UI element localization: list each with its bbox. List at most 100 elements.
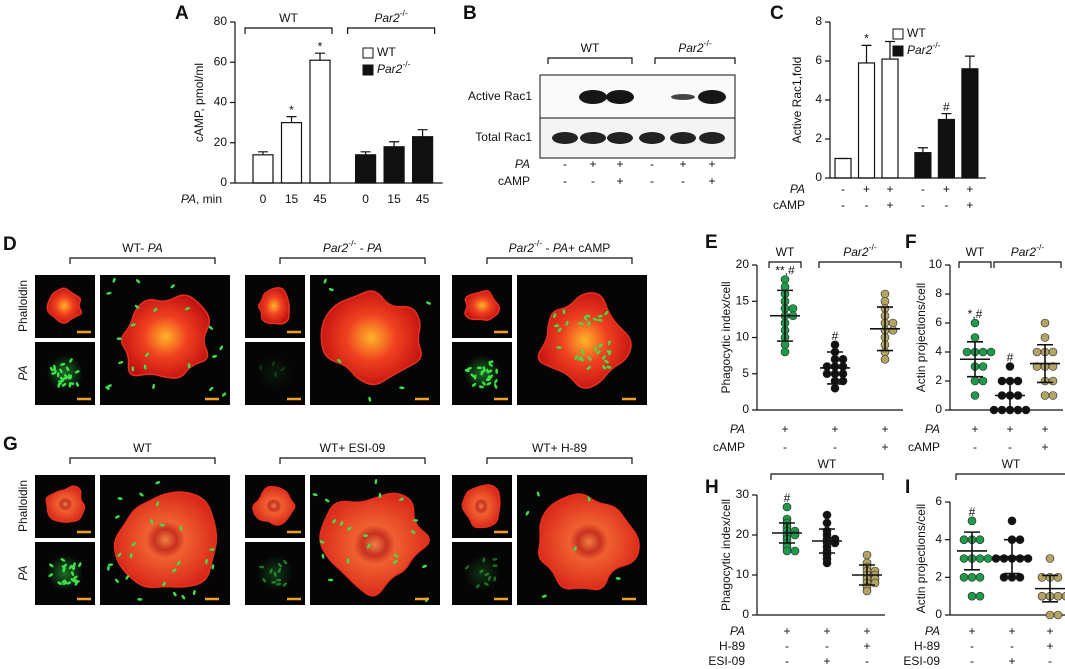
bacterium bbox=[62, 567, 66, 573]
data-point bbox=[986, 347, 996, 357]
text-part: Par2 bbox=[509, 241, 535, 255]
data-point bbox=[880, 296, 890, 306]
bacterium bbox=[269, 568, 273, 574]
condition-value: + bbox=[968, 624, 975, 638]
bacterium bbox=[259, 364, 263, 370]
bacterium bbox=[150, 519, 154, 525]
cell bbox=[537, 292, 632, 389]
bracket-label: Par2-/- - PA bbox=[323, 238, 382, 255]
condition-value: - bbox=[1048, 654, 1052, 668]
bacterium bbox=[495, 368, 498, 374]
panel-letter: C bbox=[770, 3, 784, 24]
bacterium bbox=[187, 363, 191, 369]
data-point bbox=[1048, 391, 1058, 400]
bracket bbox=[279, 457, 426, 464]
bacterium bbox=[489, 374, 493, 379]
text-part: -/- bbox=[704, 38, 712, 48]
bacterium bbox=[478, 385, 484, 389]
data-point bbox=[782, 546, 792, 556]
data-point bbox=[880, 289, 890, 299]
bacterium bbox=[117, 497, 123, 500]
bacterium bbox=[69, 358, 73, 363]
bacterium bbox=[162, 581, 166, 587]
bacterium bbox=[312, 493, 318, 497]
bacterium bbox=[374, 478, 378, 485]
bacterium bbox=[112, 277, 116, 283]
bacterium bbox=[607, 340, 611, 346]
condition-value: - bbox=[944, 198, 948, 212]
bacterium bbox=[277, 567, 282, 573]
band bbox=[607, 132, 633, 144]
condition-value: - bbox=[1010, 639, 1014, 653]
bacterium bbox=[578, 322, 584, 325]
y-tick-label: 6 bbox=[935, 494, 942, 508]
text-part: PA bbox=[148, 241, 163, 255]
data-point bbox=[782, 502, 792, 512]
y-tick-label: 2 bbox=[935, 373, 942, 387]
text-part: Par2 bbox=[843, 245, 869, 259]
bacterium bbox=[481, 381, 486, 386]
bacterium bbox=[131, 542, 136, 547]
condition-value: + bbox=[1041, 422, 1048, 436]
bacterium bbox=[479, 569, 484, 574]
y-tick-label: 15 bbox=[736, 293, 750, 307]
x-tick-label: 45 bbox=[313, 192, 327, 206]
condition-value: + bbox=[971, 422, 978, 436]
data-point bbox=[1015, 573, 1025, 582]
data-point bbox=[1045, 610, 1055, 620]
bacterium bbox=[179, 525, 183, 532]
bracket-label: Par2-/- - PA+ cAMP bbox=[509, 238, 611, 255]
bacterium bbox=[145, 352, 150, 357]
bracket-label: WT bbox=[581, 41, 600, 55]
bacterium bbox=[262, 578, 267, 583]
panel-letter: G bbox=[3, 434, 18, 455]
bracket bbox=[347, 27, 436, 34]
bacterium bbox=[61, 383, 67, 387]
text-part: PA bbox=[181, 192, 196, 206]
text-part: -/- bbox=[402, 59, 410, 69]
bacterium bbox=[49, 563, 54, 568]
bacterium bbox=[485, 378, 491, 382]
bacterium bbox=[51, 371, 57, 375]
sd-bar bbox=[1002, 380, 1018, 411]
data-point bbox=[959, 535, 969, 544]
error-bar bbox=[286, 115, 297, 123]
condition-value: + bbox=[679, 157, 686, 171]
bracket-label: WT bbox=[966, 245, 985, 259]
data-point bbox=[1021, 405, 1031, 415]
bar bbox=[355, 154, 377, 184]
bacterium bbox=[176, 560, 181, 566]
bacterium bbox=[117, 552, 122, 557]
micrograph-set bbox=[452, 275, 647, 405]
bacterium bbox=[118, 361, 124, 365]
legend-swatch bbox=[362, 47, 374, 59]
micrograph-set bbox=[245, 275, 440, 405]
condition-value: + bbox=[1046, 639, 1053, 653]
data-point bbox=[989, 405, 999, 415]
data-point bbox=[788, 304, 798, 313]
sd-bar bbox=[877, 306, 893, 352]
bacterium bbox=[222, 392, 227, 397]
condition-value: + bbox=[863, 639, 870, 653]
bacterium bbox=[125, 575, 130, 580]
cell bbox=[46, 287, 83, 324]
condition-value: - bbox=[785, 639, 789, 653]
cell bbox=[319, 492, 430, 597]
condition-value: - bbox=[825, 639, 829, 653]
bacterium bbox=[152, 383, 155, 390]
condition-label: PA bbox=[925, 624, 940, 638]
bar bbox=[937, 118, 956, 179]
y-tick-label: 20 bbox=[214, 135, 228, 149]
condition-value: + bbox=[886, 198, 893, 212]
data-point bbox=[975, 554, 985, 563]
text-part: - bbox=[356, 241, 367, 255]
bacterium bbox=[492, 564, 498, 568]
text-part: PA bbox=[925, 624, 940, 638]
data-point bbox=[978, 347, 988, 357]
bacterium bbox=[71, 578, 77, 582]
legend-swatch bbox=[362, 64, 374, 76]
bacterium bbox=[587, 320, 591, 327]
text-part: , min bbox=[196, 192, 222, 206]
condition-label: ESI-09 bbox=[903, 654, 940, 668]
bacterium bbox=[62, 376, 68, 380]
